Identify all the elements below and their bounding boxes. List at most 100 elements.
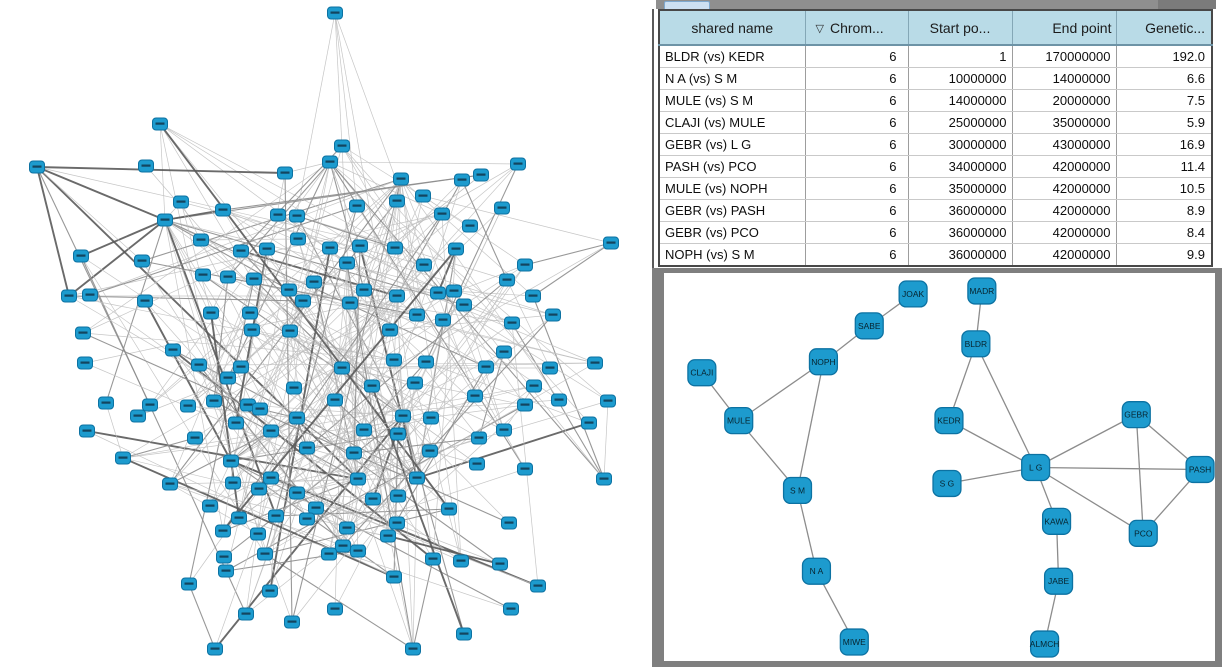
overview-node[interactable] xyxy=(478,360,494,374)
overview-node[interactable] xyxy=(263,471,279,485)
overview-node[interactable] xyxy=(350,544,366,558)
node-miwe[interactable]: MIWE xyxy=(839,628,869,656)
overview-node[interactable] xyxy=(327,602,343,616)
overview-node[interactable] xyxy=(263,424,279,438)
overview-node[interactable] xyxy=(389,289,405,303)
overview-node[interactable] xyxy=(356,283,372,297)
overview-node[interactable] xyxy=(525,289,541,303)
column-header-genetic-distance[interactable]: Genetic... xyxy=(1115,9,1213,46)
overview-node[interactable] xyxy=(289,411,305,425)
network-edge[interactable] xyxy=(1135,414,1144,534)
overview-node[interactable] xyxy=(191,358,207,372)
table-row[interactable]: GEBR (vs) PASH 6 36000000 42000000 8.9 xyxy=(659,199,1213,222)
overview-node[interactable] xyxy=(259,242,275,256)
overview-node[interactable] xyxy=(350,472,366,486)
overview-node[interactable] xyxy=(206,394,222,408)
overview-node[interactable] xyxy=(142,398,158,412)
network-edge[interactable] xyxy=(975,343,1037,468)
node-claji[interactable]: CLAJI xyxy=(687,359,717,387)
node-jabe[interactable]: JABE xyxy=(1043,567,1074,595)
network-edge[interactable] xyxy=(1035,414,1137,469)
network-overview-canvas[interactable] xyxy=(0,0,652,669)
table-row[interactable]: NOPH (vs) S M 6 36000000 42000000 9.9 xyxy=(659,243,1213,267)
overview-node[interactable] xyxy=(268,509,284,523)
overview-node[interactable] xyxy=(79,424,95,438)
overview-node[interactable] xyxy=(501,516,517,530)
overview-node[interactable] xyxy=(365,492,381,506)
table-row[interactable]: GEBR (vs) L G 6 30000000 43000000 16.9 xyxy=(659,133,1213,156)
overview-node[interactable] xyxy=(454,173,470,187)
overview-node[interactable] xyxy=(289,209,305,223)
overview-node[interactable] xyxy=(281,283,297,297)
overview-node[interactable] xyxy=(473,168,489,182)
overview-node[interactable] xyxy=(207,642,223,656)
overview-node[interactable] xyxy=(545,308,561,322)
overview-node[interactable] xyxy=(187,431,203,445)
overview-node[interactable] xyxy=(423,411,439,425)
overview-node[interactable] xyxy=(494,201,510,215)
table-row[interactable]: GEBR (vs) PCO 6 36000000 42000000 8.4 xyxy=(659,221,1213,244)
overview-node[interactable] xyxy=(526,379,542,393)
overview-node[interactable] xyxy=(335,539,351,553)
overview-node[interactable] xyxy=(390,427,406,441)
overview-node[interactable] xyxy=(389,194,405,208)
overview-node[interactable] xyxy=(339,256,355,270)
overview-node[interactable] xyxy=(180,399,196,413)
overview-node[interactable] xyxy=(138,159,154,173)
overview-node[interactable] xyxy=(228,416,244,430)
overview-node[interactable] xyxy=(596,472,612,486)
overview-node[interactable] xyxy=(77,356,93,370)
table-row[interactable]: PASH (vs) PCO 6 34000000 42000000 11.4 xyxy=(659,155,1213,178)
node-pco[interactable]: PCO xyxy=(1128,519,1158,547)
overview-node[interactable] xyxy=(240,398,256,412)
overview-node[interactable] xyxy=(29,160,45,174)
table-row[interactable]: MULE (vs) S M 6 14000000 20000000 7.5 xyxy=(659,89,1213,112)
overview-node[interactable] xyxy=(409,308,425,322)
overview-node[interactable] xyxy=(286,381,302,395)
table-row[interactable]: MULE (vs) NOPH 6 35000000 42000000 10.5 xyxy=(659,177,1213,200)
overview-node[interactable] xyxy=(270,208,286,222)
overview-node[interactable] xyxy=(299,441,315,455)
overview-node[interactable] xyxy=(393,172,409,186)
node-pash[interactable]: PASH xyxy=(1185,455,1215,484)
overview-node[interactable] xyxy=(173,195,189,209)
overview-node[interactable] xyxy=(220,270,236,284)
overview-node[interactable] xyxy=(262,584,278,598)
overview-node[interactable] xyxy=(496,423,512,437)
overview-node[interactable] xyxy=(430,286,446,300)
overview-node[interactable] xyxy=(246,272,262,286)
overview-node[interactable] xyxy=(499,273,515,287)
node-l-g[interactable]: L G xyxy=(1021,453,1051,482)
overview-node[interactable] xyxy=(382,323,398,337)
column-header-shared-name[interactable]: shared name xyxy=(658,9,806,46)
overview-node[interactable] xyxy=(346,446,362,460)
overview-node[interactable] xyxy=(380,529,396,543)
overview-node[interactable] xyxy=(284,615,300,629)
overview-node[interactable] xyxy=(257,547,273,561)
overview-node[interactable] xyxy=(349,199,365,213)
table-row[interactable]: N A (vs) S M 6 10000000 14000000 6.6 xyxy=(659,67,1213,90)
overview-node[interactable] xyxy=(418,355,434,369)
overview-node[interactable] xyxy=(504,316,520,330)
overview-node[interactable] xyxy=(471,431,487,445)
overview-node[interactable] xyxy=(218,564,234,578)
overview-node[interactable] xyxy=(542,361,558,375)
overview-node[interactable] xyxy=(215,203,231,217)
node-sabe[interactable]: SABE xyxy=(854,312,884,340)
overview-node[interactable] xyxy=(202,499,218,513)
overview-node[interactable] xyxy=(216,550,232,564)
table-row[interactable]: CLAJI (vs) MULE 6 25000000 35000000 5.9 xyxy=(659,111,1213,134)
network-detail-canvas[interactable]: JOAK SABE NOPH CLAJI MULE S M N A MIWE MADR BLDR K… xyxy=(664,273,1215,661)
overview-node[interactable] xyxy=(244,323,260,337)
network-edge[interactable] xyxy=(946,466,1036,485)
overview-node[interactable] xyxy=(282,324,298,338)
overview-node[interactable] xyxy=(462,219,478,233)
overview-node[interactable] xyxy=(61,289,77,303)
overview-node[interactable] xyxy=(75,326,91,340)
overview-node[interactable] xyxy=(407,376,423,390)
node-s-m[interactable]: S M xyxy=(782,476,813,505)
overview-node[interactable] xyxy=(386,570,402,584)
overview-node[interactable] xyxy=(157,213,173,227)
overview-node[interactable] xyxy=(306,275,322,289)
overview-node[interactable] xyxy=(386,353,402,367)
